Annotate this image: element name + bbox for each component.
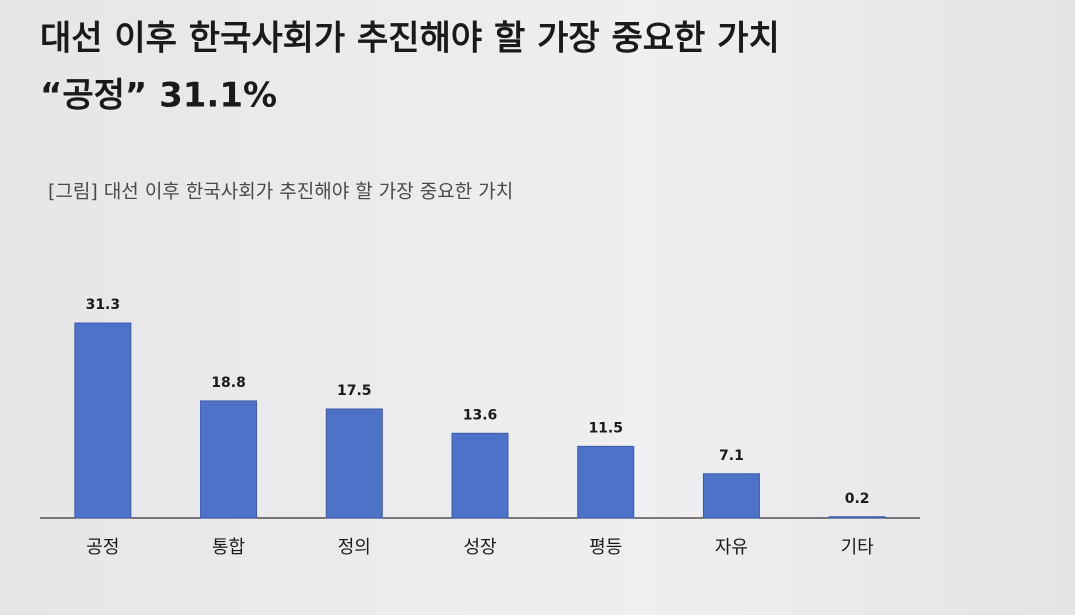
x-tick-label: 정의 [338,537,371,558]
value-label: 31.3 [86,297,121,313]
x-tick-label: 공정 [86,537,119,558]
bar [828,516,886,519]
bar [325,408,383,519]
value-label: 13.6 [463,407,498,423]
chart-caption: [그림] 대선 이후 한국사회가 추진해야 할 가장 중요한 가치 [48,181,513,203]
x-tick-label: 기타 [841,537,875,558]
bar [74,322,132,519]
x-tick-label: 평등 [589,537,622,558]
bar [200,400,258,519]
value-label: 0.2 [845,491,870,507]
value-label: 11.5 [588,420,623,436]
x-tick-label: 성장 [463,537,496,558]
bar [702,473,760,519]
bar [577,445,635,519]
chart-title: 대선 이후 한국사회가 추진해야 할 가장 중요한 가치 [40,19,780,59]
value-label: 7.1 [719,448,744,464]
bar [451,432,509,519]
value-label: 18.8 [211,375,246,391]
x-tick-label: 자유 [715,537,748,558]
x-tick-label: 통합 [212,537,245,558]
chart-subtitle: “공정” 31.1% [40,76,277,116]
value-label: 17.5 [337,383,372,399]
